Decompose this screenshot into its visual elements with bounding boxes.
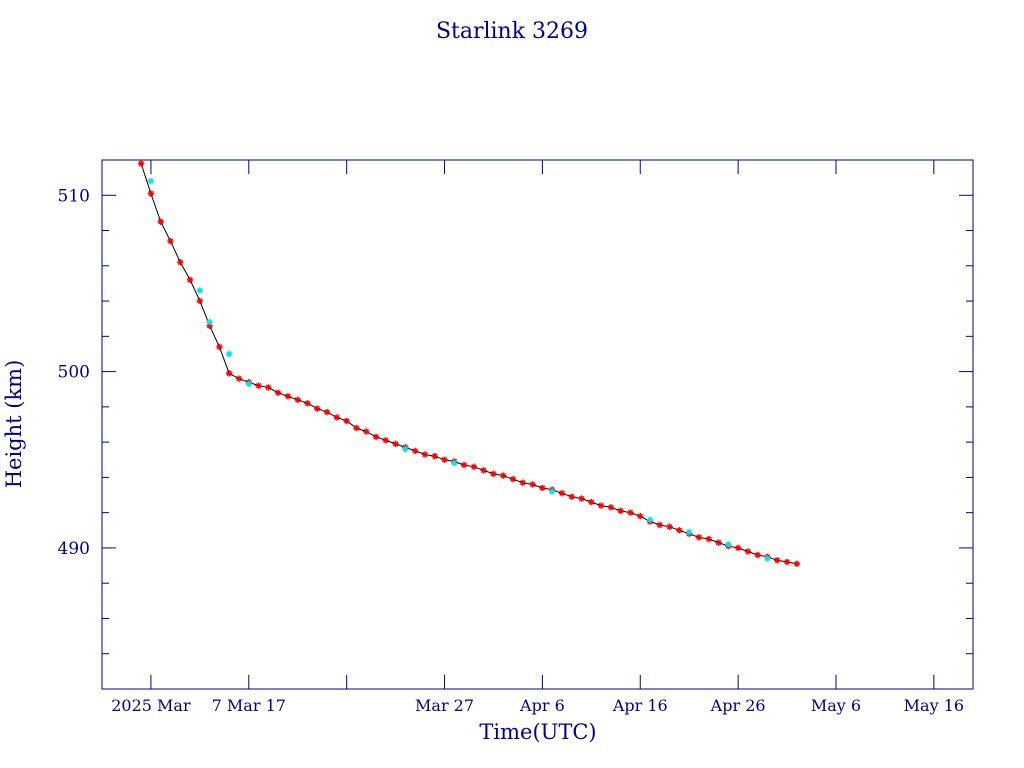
- data-point: [490, 470, 497, 478]
- chart-title: Starlink 3269: [436, 19, 588, 44]
- data-point: [421, 451, 429, 458]
- data-point: [607, 504, 615, 511]
- x-tick-label: Apr 26: [710, 696, 766, 715]
- y-axis-label: Height (km): [2, 360, 26, 489]
- data-point: [186, 276, 194, 284]
- data-point: [451, 460, 458, 467]
- data-point: [637, 512, 644, 520]
- data-point: [558, 490, 566, 497]
- data-point: [500, 472, 507, 479]
- data-point: [617, 507, 624, 515]
- x-tick-label: May 16: [904, 696, 964, 715]
- data-point: [519, 479, 527, 486]
- data-point: [715, 539, 722, 546]
- x-tick-label: 7 Mar 17: [212, 696, 286, 715]
- data-point: [353, 424, 360, 432]
- data-point: [137, 160, 145, 167]
- data-point: [147, 190, 155, 197]
- data-point: [783, 558, 791, 566]
- data-point: [568, 493, 575, 500]
- x-tick-label: Apr 6: [519, 696, 565, 715]
- data-point: [167, 237, 174, 245]
- data-point: [226, 370, 233, 377]
- data-point: [284, 393, 292, 400]
- data-point: [255, 382, 262, 389]
- x-axis: 2025 Mar 7 Mar 17 Mar 27 Apr 6 Apr 16 Apr 26 M…: [111, 160, 964, 715]
- data-point: [196, 287, 204, 294]
- series-line: [140, 163, 797, 565]
- data-point: [666, 523, 673, 530]
- data-point: [363, 428, 370, 435]
- data-point: [705, 535, 712, 543]
- y-axis: 490 500 510: [58, 186, 973, 655]
- y-tick-label: 510: [58, 186, 90, 206]
- data-point: [431, 453, 438, 460]
- data-point: [548, 488, 556, 495]
- data-point: [685, 528, 693, 536]
- data-point: [294, 396, 301, 404]
- x-axis-label: Time(UTC): [479, 720, 596, 744]
- data-point: [441, 456, 448, 463]
- data-point: [216, 343, 223, 351]
- data-point: [754, 551, 761, 559]
- data-point: [529, 481, 536, 488]
- data-point: [646, 516, 654, 523]
- x-tick-label: Mar 27: [415, 696, 474, 715]
- data-point: [480, 467, 487, 474]
- x-tick-label: Apr 16: [612, 696, 668, 715]
- data-point: [695, 534, 703, 541]
- x-tick-label: May 6: [811, 696, 861, 715]
- data-point: [177, 259, 184, 266]
- data-point: [372, 433, 380, 441]
- data-point: [343, 417, 350, 425]
- data-point: [656, 521, 664, 529]
- data-point: [196, 297, 204, 305]
- x-tick-label: 2025 Mar: [111, 696, 191, 715]
- data-point: [245, 380, 252, 388]
- data-point: [588, 498, 595, 506]
- data-point: [265, 384, 272, 391]
- data-point: [793, 560, 801, 568]
- data-point: [411, 447, 419, 455]
- data-point: [774, 557, 781, 564]
- data-point: [744, 548, 752, 555]
- data-point: [627, 509, 634, 516]
- data-point: [392, 440, 399, 448]
- data-point: [725, 541, 732, 548]
- data-point: [333, 414, 341, 421]
- data-point: [157, 218, 164, 225]
- y-tick-label: 500: [58, 363, 90, 383]
- data-point: [509, 475, 517, 483]
- data-point: [206, 319, 213, 326]
- data-point: [147, 177, 155, 185]
- data-point: [402, 445, 409, 453]
- data-point: [470, 463, 478, 471]
- data-point: [314, 405, 321, 412]
- data-point: [597, 502, 605, 509]
- data-point: [578, 495, 585, 502]
- data-point: [460, 461, 468, 469]
- data-point: [539, 484, 546, 492]
- data-point: [304, 400, 311, 407]
- data-point: [274, 389, 282, 396]
- data-point: [764, 555, 771, 562]
- data-point: [676, 527, 683, 534]
- data-point: [226, 350, 233, 358]
- data-point: [323, 408, 331, 416]
- data-point: [235, 375, 243, 382]
- data-point: [734, 544, 742, 552]
- data-point: [382, 437, 390, 444]
- plot-area-frame: [101, 159, 974, 690]
- data-series: [137, 160, 801, 568]
- y-tick-label: 490: [58, 539, 90, 559]
